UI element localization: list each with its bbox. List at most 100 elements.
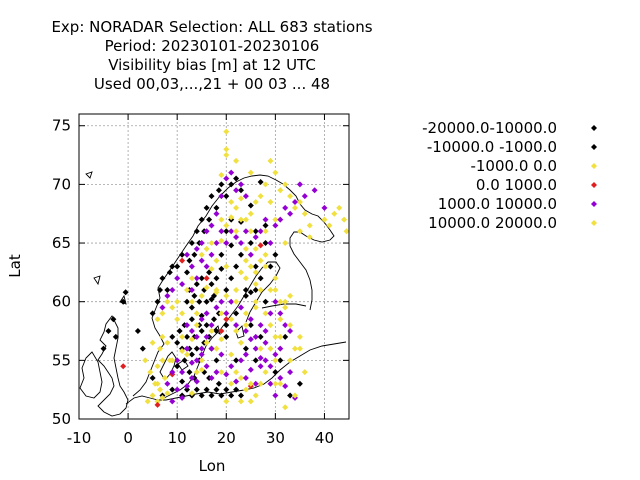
data-point xyxy=(296,181,303,188)
data-point xyxy=(228,181,235,188)
data-point xyxy=(134,328,141,335)
data-point xyxy=(257,242,264,249)
data-point xyxy=(154,316,161,323)
data-point xyxy=(282,240,289,247)
data-point xyxy=(213,304,220,311)
data-point xyxy=(247,289,254,296)
data-point xyxy=(238,216,244,223)
series-1 xyxy=(100,175,303,399)
data-point xyxy=(188,275,195,282)
data-point xyxy=(188,304,195,311)
data-point xyxy=(112,333,119,340)
data-point xyxy=(193,322,200,329)
data-point xyxy=(272,275,279,282)
data-point xyxy=(198,392,205,399)
data-point xyxy=(218,228,225,235)
data-point xyxy=(262,263,269,270)
plot-frame xyxy=(78,113,350,420)
x-tick-label: 30 xyxy=(266,429,285,447)
data-point xyxy=(228,392,235,399)
data-point xyxy=(252,263,259,270)
x-tick-label: 20 xyxy=(217,429,236,447)
data-point xyxy=(277,310,284,317)
data-point xyxy=(208,251,215,258)
data-point xyxy=(218,328,225,335)
data-point xyxy=(223,286,230,293)
data-point xyxy=(184,251,190,258)
data-point xyxy=(238,187,244,194)
data-point xyxy=(296,198,303,205)
legend-marker-2 xyxy=(591,144,597,150)
data-point xyxy=(247,316,254,323)
data-point xyxy=(242,245,249,252)
data-point xyxy=(179,281,186,288)
data-point xyxy=(208,240,215,247)
data-point xyxy=(184,269,190,276)
data-point xyxy=(188,240,195,247)
data-point xyxy=(188,286,195,293)
data-point xyxy=(233,187,240,194)
data-point xyxy=(262,228,269,235)
data-point xyxy=(242,310,249,317)
data-point xyxy=(233,369,240,376)
data-point xyxy=(161,374,168,381)
data-point xyxy=(233,157,240,164)
data-point xyxy=(233,357,240,364)
data-point xyxy=(238,304,244,311)
data-point xyxy=(242,386,249,393)
data-point xyxy=(233,234,240,241)
data-point xyxy=(213,210,220,217)
data-point xyxy=(218,392,225,399)
data-point xyxy=(252,198,259,205)
data-point xyxy=(198,316,205,323)
data-point xyxy=(218,251,225,258)
data-point xyxy=(223,310,230,317)
data-point xyxy=(247,263,254,270)
data-point xyxy=(267,157,274,164)
data-point xyxy=(164,390,171,397)
data-point xyxy=(252,380,259,387)
data-point xyxy=(198,357,205,364)
data-point xyxy=(272,351,279,358)
data-point xyxy=(257,363,264,370)
data-point xyxy=(174,316,181,323)
data-point xyxy=(110,316,117,323)
data-point xyxy=(272,216,279,223)
data-point xyxy=(252,357,259,364)
data-point xyxy=(188,263,195,270)
data-point xyxy=(169,286,176,293)
data-point xyxy=(203,228,210,235)
data-point xyxy=(242,275,249,282)
data-point xyxy=(223,193,230,200)
data-point xyxy=(228,228,235,235)
data-point xyxy=(301,193,308,200)
data-point xyxy=(223,386,230,393)
data-point xyxy=(242,322,249,329)
legend-label-1: -20000.0-10000.0 xyxy=(422,119,557,137)
y-tick-label: 60 xyxy=(52,293,71,311)
data-point xyxy=(191,251,198,258)
data-point xyxy=(287,392,294,399)
data-point xyxy=(262,310,269,317)
x-tick-label: 10 xyxy=(168,429,187,447)
data-point xyxy=(218,193,225,200)
data-point xyxy=(292,392,298,399)
data-point xyxy=(159,333,166,340)
legend-label-5: 1000.0 10000.0 xyxy=(438,195,557,213)
data-point xyxy=(188,336,195,343)
data-point xyxy=(238,357,244,364)
data-point xyxy=(252,298,259,305)
data-point xyxy=(193,228,200,235)
data-point xyxy=(267,240,274,247)
data-point xyxy=(257,257,264,264)
data-point xyxy=(184,351,190,358)
data-point xyxy=(218,351,225,358)
title-line-3: Visibility bias [m] at 12 UTC xyxy=(108,56,316,74)
data-point xyxy=(277,187,284,194)
data-point xyxy=(292,204,298,211)
data-point xyxy=(257,286,264,293)
data-point xyxy=(247,228,254,235)
data-point xyxy=(331,210,338,217)
data-point xyxy=(228,169,235,176)
data-point xyxy=(139,345,146,352)
